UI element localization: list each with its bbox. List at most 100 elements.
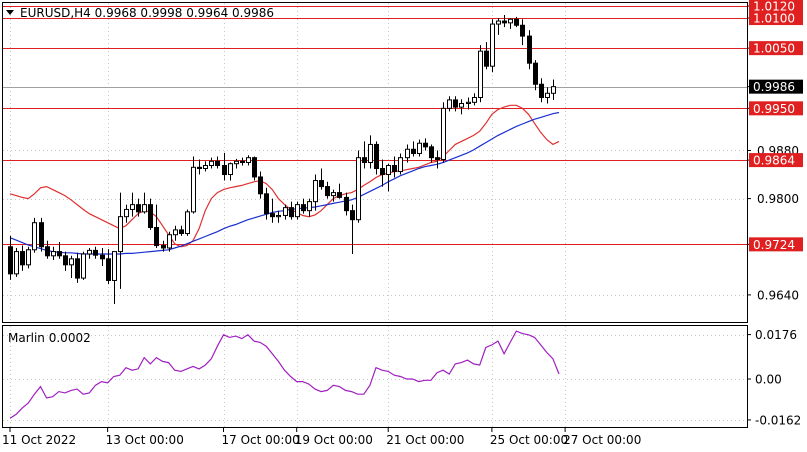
- candle-bull: [228, 163, 233, 176]
- candle-bear: [502, 20, 507, 24]
- candle-bear: [484, 50, 489, 67]
- candle-bear: [374, 143, 379, 170]
- candle-bear: [240, 160, 245, 163]
- candle-bull: [417, 142, 422, 154]
- candle-bull: [545, 92, 550, 98]
- level-price-box: [749, 153, 803, 168]
- x-tick-label: 21 Oct 00:00: [386, 433, 464, 447]
- candle-bull: [118, 216, 123, 253]
- candle-bear: [93, 249, 98, 256]
- symbol-header: EURUSD,H4 0.9968 0.9998 0.9964 0.9986: [20, 6, 274, 20]
- candle-bull: [124, 208, 129, 218]
- candle-bull: [167, 234, 172, 249]
- candle-bear: [222, 165, 227, 176]
- candle-bull: [490, 23, 495, 67]
- candle-bull: [447, 99, 452, 109]
- candle-bear: [514, 18, 519, 26]
- level-price-label: 1.0050: [753, 42, 795, 56]
- current-price-box: [749, 79, 803, 94]
- candle-bull: [307, 201, 312, 212]
- candle-bull: [508, 18, 513, 24]
- candle-bear: [100, 254, 105, 260]
- main-panel-border: [2, 2, 748, 323]
- level-price-box: [749, 0, 803, 14]
- candle-bear: [392, 165, 397, 173]
- candle-bear: [8, 246, 13, 275]
- candle-bull: [276, 214, 281, 218]
- candle-bear: [337, 192, 342, 198]
- candle-bull: [386, 165, 391, 176]
- candle-bull: [234, 160, 239, 165]
- x-tick-label: 13 Oct 00:00: [106, 433, 184, 447]
- ind-tick-label: -0.0162: [755, 413, 801, 427]
- candle-bull: [405, 148, 410, 159]
- level-price-box: [749, 11, 803, 26]
- level-price-box: [749, 41, 803, 56]
- candle-bull: [472, 96, 477, 103]
- level-price-label: 0.9950: [753, 102, 795, 116]
- candle-bull: [173, 229, 178, 236]
- candle-bull: [496, 20, 501, 25]
- candle-bear: [344, 196, 349, 212]
- candle-bull: [398, 157, 403, 173]
- x-tick-label: 19 Oct 00:00: [295, 433, 373, 447]
- candle-bear: [350, 210, 355, 221]
- candle-bear: [429, 146, 434, 159]
- x-tick-label: 27 Oct 00:00: [563, 433, 641, 447]
- candle-bull: [32, 222, 37, 251]
- candle-bear: [362, 157, 367, 164]
- grid: [3, 3, 747, 427]
- candle-bear: [380, 168, 385, 176]
- candle-bear: [39, 222, 44, 248]
- candle-bull: [130, 204, 135, 210]
- candle-bear: [319, 180, 324, 188]
- candle-bull: [87, 249, 92, 255]
- candle-bear: [63, 255, 68, 266]
- candle-bull: [203, 165, 208, 170]
- candle-bear: [423, 142, 428, 148]
- candle-bear: [136, 204, 141, 213]
- candle-bear: [75, 258, 80, 279]
- candles: [8, 15, 556, 304]
- candle-bull: [331, 192, 336, 197]
- candle-bull: [441, 107, 446, 160]
- level-price-label: 0.9864: [753, 154, 795, 168]
- candle-bear: [57, 251, 62, 257]
- x-tick-label: 11 Oct 2022: [2, 433, 76, 447]
- candle-bear: [258, 176, 263, 195]
- candle-bear: [301, 204, 306, 212]
- current-price-label: 0.9986: [753, 80, 795, 94]
- candle-bear: [45, 246, 50, 257]
- candle-bear: [148, 204, 153, 229]
- x-tick-label: 25 Oct 00:00: [490, 433, 568, 447]
- candle-bull: [283, 207, 288, 216]
- candle-bull: [26, 249, 31, 266]
- candle-bear: [520, 24, 525, 37]
- indicator-axis: 0.0176 0.00 -0.0162: [747, 328, 801, 427]
- candle-bear: [325, 186, 330, 197]
- candle-bear: [161, 245, 166, 249]
- candle-bear: [527, 35, 532, 64]
- y-tick-label: 0.9640: [757, 288, 799, 302]
- candle-bear: [539, 83, 544, 98]
- candle-bull: [459, 103, 464, 108]
- candle-bear: [252, 157, 257, 178]
- candle-bear: [215, 160, 220, 167]
- candle-bear: [179, 229, 184, 235]
- price-axis: 1.01201.01001.00500.99860.99500.98800.98…: [747, 0, 803, 302]
- candle-bull: [81, 253, 86, 279]
- candle-bear: [533, 62, 538, 85]
- candle-bull: [112, 251, 117, 281]
- level-price-label: 1.0100: [753, 12, 795, 26]
- level-price-label: 1.0120: [753, 0, 795, 14]
- marlin-indicator: [9, 330, 560, 419]
- level-price-box: [749, 101, 803, 116]
- candle-bull: [478, 50, 483, 98]
- candle-bull: [551, 86, 556, 94]
- candle-bear: [453, 99, 458, 108]
- ind-tick-label: 0.00: [755, 373, 782, 387]
- triangle-down-icon[interactable]: [6, 10, 14, 15]
